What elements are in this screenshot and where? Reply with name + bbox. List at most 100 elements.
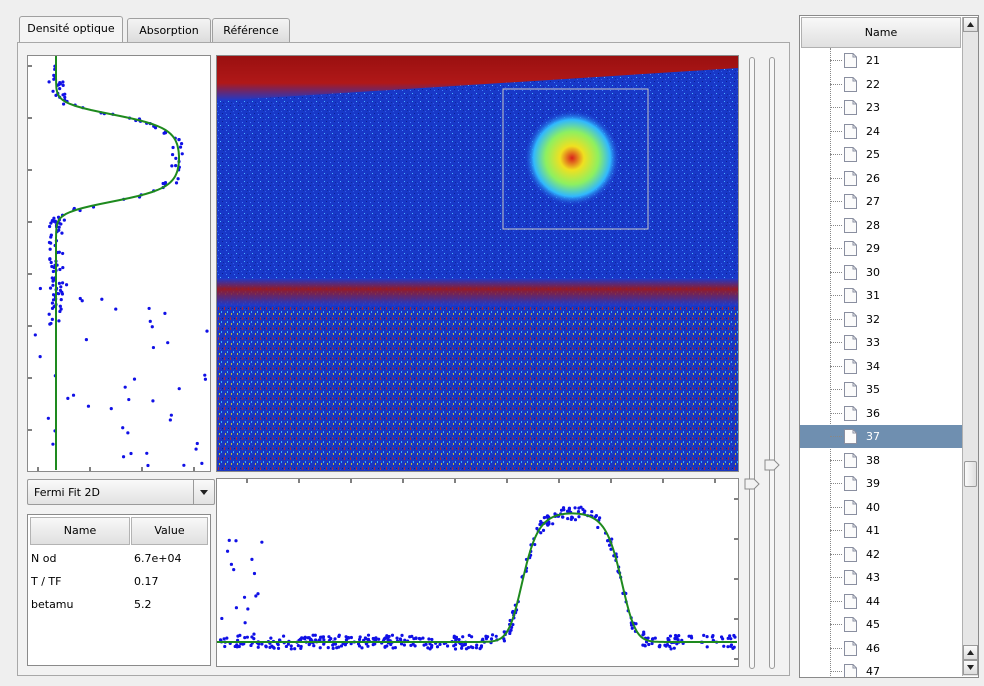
tree-item[interactable]: 38 bbox=[800, 449, 962, 472]
tree-item[interactable]: 45 bbox=[800, 613, 962, 636]
od-image[interactable] bbox=[216, 55, 739, 472]
data-point bbox=[729, 637, 733, 641]
scroll-down-button[interactable] bbox=[963, 660, 978, 675]
param-name: N od bbox=[31, 552, 57, 565]
table-row[interactable]: N od 6.7e+04 bbox=[31, 549, 209, 569]
data-point bbox=[322, 642, 326, 646]
tree-connector bbox=[830, 154, 842, 155]
slider-handle-right[interactable] bbox=[764, 459, 780, 471]
data-point bbox=[668, 644, 672, 649]
document-icon bbox=[844, 452, 857, 468]
data-point bbox=[57, 281, 61, 285]
data-point bbox=[146, 463, 150, 468]
data-point bbox=[276, 646, 281, 650]
tree-item-label: 41 bbox=[866, 524, 880, 537]
data-point bbox=[84, 338, 88, 342]
tree-item[interactable]: 40 bbox=[800, 496, 962, 519]
tree-column-header-name[interactable]: Name bbox=[801, 17, 961, 48]
tree-item[interactable]: 23 bbox=[800, 96, 962, 119]
data-point bbox=[666, 636, 670, 641]
data-point bbox=[674, 637, 678, 641]
tree-item-label: 26 bbox=[866, 171, 880, 185]
data-point bbox=[174, 164, 178, 168]
data-point bbox=[641, 633, 645, 637]
data-point bbox=[57, 225, 61, 229]
table-row[interactable]: betamu 5.2 bbox=[31, 595, 209, 615]
tree-item[interactable]: 24 bbox=[800, 120, 962, 143]
data-point bbox=[245, 635, 249, 639]
tab-densite-optique[interactable]: Densité optique bbox=[19, 16, 123, 42]
data-point bbox=[235, 643, 239, 647]
data-point bbox=[593, 515, 598, 519]
tree-item[interactable]: 33 bbox=[800, 331, 962, 354]
tree-item[interactable]: 28 bbox=[800, 214, 962, 237]
tree-item[interactable]: 30 bbox=[800, 261, 962, 284]
tree-scrollbar[interactable] bbox=[962, 17, 978, 676]
tree-item[interactable]: 44 bbox=[800, 590, 962, 613]
data-point bbox=[177, 387, 181, 391]
data-point bbox=[363, 636, 368, 640]
data-point bbox=[71, 393, 76, 397]
vertical-slider-left[interactable] bbox=[749, 57, 755, 669]
data-point bbox=[358, 635, 362, 639]
tree-item[interactable]: 35 bbox=[800, 378, 962, 401]
document-icon bbox=[844, 147, 857, 162]
data-point bbox=[52, 265, 56, 270]
tree-item[interactable]: 22 bbox=[800, 73, 962, 96]
vertical-slider-right[interactable] bbox=[769, 57, 775, 669]
scroll-up-button-lower[interactable] bbox=[963, 645, 978, 660]
column-header-name[interactable]: Name bbox=[30, 517, 130, 545]
data-point bbox=[570, 516, 575, 520]
data-point bbox=[668, 634, 673, 638]
tree-item[interactable]: 47 bbox=[800, 660, 962, 677]
fit-type-dropdown[interactable]: Fermi Fit 2D bbox=[27, 479, 215, 505]
tree-item[interactable]: 25 bbox=[800, 143, 962, 166]
tree-item[interactable]: 37 bbox=[800, 425, 962, 448]
tree-item[interactable]: 43 bbox=[800, 566, 962, 589]
document-icon bbox=[844, 358, 857, 374]
data-point bbox=[243, 621, 247, 625]
scroll-up-button[interactable] bbox=[963, 17, 978, 32]
data-point bbox=[252, 571, 257, 576]
data-point bbox=[669, 647, 673, 651]
document-icon bbox=[844, 664, 857, 677]
tree-item[interactable]: 27 bbox=[800, 190, 962, 213]
data-point bbox=[100, 297, 104, 301]
tree-item[interactable]: 29 bbox=[800, 237, 962, 260]
tree-item[interactable]: 32 bbox=[800, 308, 962, 331]
tab-absorption[interactable]: Absorption bbox=[127, 18, 211, 42]
tree-item[interactable]: 39 bbox=[800, 472, 962, 495]
scrollbar-thumb[interactable] bbox=[964, 460, 977, 487]
shot-tree-view[interactable]: Name 21 22 23 24 25 26 27 28 29 30 31 32 33 34 35 36 37 3… bbox=[799, 15, 979, 678]
data-point bbox=[227, 538, 231, 542]
slider-handle-left[interactable] bbox=[744, 478, 760, 490]
data-point bbox=[58, 81, 62, 85]
tree-item[interactable]: 21 bbox=[800, 49, 962, 72]
data-point bbox=[409, 643, 413, 647]
data-point bbox=[356, 642, 361, 646]
data-point bbox=[46, 416, 50, 420]
dropdown-button[interactable] bbox=[193, 480, 214, 504]
data-point bbox=[542, 516, 546, 520]
param-name: betamu bbox=[31, 598, 74, 611]
roi-rectangle[interactable] bbox=[502, 88, 649, 230]
document-icon bbox=[844, 617, 857, 632]
tree-item[interactable]: 42 bbox=[800, 543, 962, 566]
tree-item[interactable]: 34 bbox=[800, 355, 962, 378]
column-header-value[interactable]: Value bbox=[131, 517, 208, 545]
data-point bbox=[705, 634, 709, 639]
tree-item[interactable]: 31 bbox=[800, 284, 962, 307]
data-point bbox=[80, 299, 84, 303]
tree-item[interactable]: 41 bbox=[800, 519, 962, 542]
data-point bbox=[729, 644, 733, 648]
tree-item[interactable]: 36 bbox=[800, 402, 962, 425]
tree-item[interactable]: 26 bbox=[800, 167, 962, 190]
tab-reference[interactable]: Référence bbox=[212, 18, 290, 42]
data-point bbox=[250, 635, 254, 639]
data-point bbox=[511, 622, 515, 627]
data-point bbox=[225, 636, 229, 640]
data-point bbox=[61, 265, 65, 270]
tree-item[interactable]: 46 bbox=[800, 637, 962, 660]
data-point bbox=[54, 93, 58, 97]
table-row[interactable]: T / TF 0.17 bbox=[31, 572, 209, 592]
